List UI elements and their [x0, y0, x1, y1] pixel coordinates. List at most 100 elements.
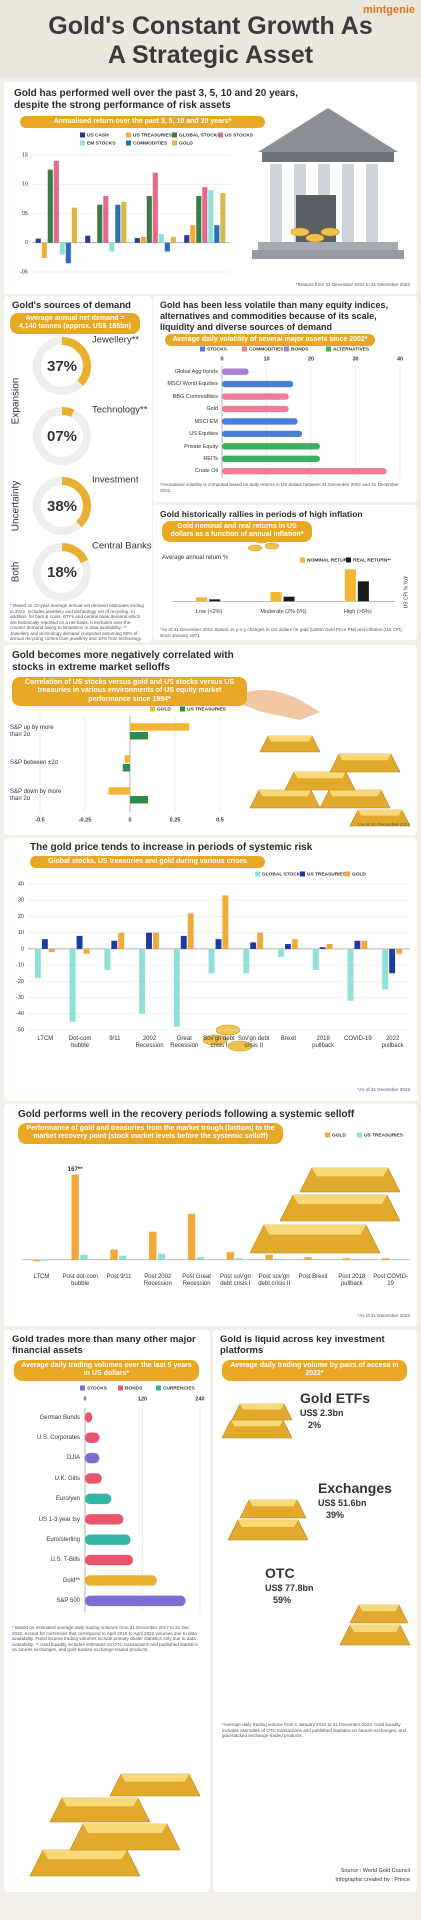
legend-swatch — [300, 871, 305, 877]
bar — [347, 948, 354, 1001]
bar — [250, 942, 257, 949]
x-tick-label: Dot-com bubble — [68, 1036, 92, 1050]
card — [4, 1330, 210, 1892]
legend-swatch — [80, 132, 85, 138]
bar — [85, 1554, 133, 1566]
bar — [357, 581, 369, 602]
bar — [146, 932, 152, 949]
source: Source : World Gold Council — [340, 1868, 410, 1874]
platform-name: Gold ETFs — [300, 1390, 370, 1406]
y-tick-label: Gold — [206, 406, 218, 413]
y-tick-label: S&P between ±2σ — [10, 760, 59, 767]
y-tick-label: U.S. Corporates — [36, 1435, 80, 1441]
legend-label: REAL RETURN** — [353, 557, 391, 563]
bar — [382, 948, 389, 990]
bar — [270, 592, 282, 602]
donut-arc — [33, 337, 91, 395]
bar — [139, 948, 146, 1014]
x-tick-label: Great Recession — [170, 1036, 199, 1050]
chart-title: Gold performs well in the recovery perio… — [18, 1109, 355, 1120]
bar — [91, 242, 97, 243]
footnote: * Based on 10-year average annual net de… — [10, 603, 144, 641]
bar — [130, 723, 190, 731]
donut-arc — [33, 407, 91, 465]
y-tick-label: -30 — [16, 995, 24, 1001]
bar — [187, 1213, 196, 1260]
value-label: 18% — [47, 564, 77, 581]
x-tick-label: Post COVID-19 — [373, 1274, 408, 1288]
illustration — [294, 772, 346, 779]
legend-swatch — [346, 557, 351, 563]
credit: Infographic created by : Prince — [335, 1877, 410, 1883]
illustration — [259, 790, 311, 797]
illustration — [270, 164, 282, 242]
y-tick-label: -50 — [16, 1027, 24, 1033]
illustration — [366, 164, 378, 242]
bar — [152, 172, 158, 243]
bar — [222, 380, 294, 388]
x-tick-label: LTCM — [33, 1274, 50, 1280]
bar — [71, 1174, 79, 1260]
bar — [158, 233, 164, 243]
bar — [124, 755, 130, 763]
legend-swatch — [126, 140, 131, 146]
bar — [71, 207, 77, 243]
bar — [257, 932, 264, 949]
x-tick-label: -0.25 — [79, 817, 92, 823]
legend-swatch — [326, 346, 331, 352]
legend-swatch — [126, 132, 131, 138]
x-tick-label: Brexit — [280, 1036, 297, 1042]
brand: mintgenie — [363, 4, 415, 16]
bar — [34, 948, 41, 979]
group-label: Expansion — [11, 378, 22, 425]
bar — [361, 940, 368, 949]
illustration — [249, 1500, 297, 1507]
illustration — [252, 250, 404, 259]
card — [4, 1104, 417, 1326]
legend-label: EM STOCKS — [87, 140, 116, 146]
y-tick-label: 30 — [18, 898, 24, 904]
illustration — [339, 754, 391, 761]
x-tick-label: 20 — [308, 356, 314, 362]
chart-subtitle: Annualised return over the past 3, 5, 10… — [20, 116, 265, 129]
bar — [351, 1258, 360, 1260]
y-tick-label: BBG Commodities — [172, 393, 218, 400]
legend-label: GOLD — [332, 1132, 346, 1138]
footnote: *Returns from 31 December 2022 to 31 Dec… — [295, 282, 410, 287]
platform-name: OTC — [265, 1565, 295, 1581]
legend-label: BONDS — [125, 1385, 143, 1391]
bar — [85, 1432, 100, 1443]
y-tick-label: U.K. Gilts — [54, 1475, 80, 1482]
bar — [220, 193, 226, 243]
page-title: Gold's Constant Growth As A Strategic As… — [48, 12, 373, 69]
value-label: 07% — [47, 428, 77, 445]
value-label: 167** — [68, 1167, 83, 1173]
bar — [35, 238, 41, 243]
bar — [146, 195, 152, 243]
y-tick-label: 0 — [21, 946, 24, 952]
y-tick-label: German Bunds — [39, 1414, 80, 1421]
bar — [80, 1254, 88, 1260]
bar — [214, 225, 220, 243]
x-tick-label: High (>5%) — [343, 609, 372, 615]
bar — [344, 569, 356, 602]
bar — [32, 1259, 41, 1262]
bar — [390, 1259, 399, 1260]
legend-label: COMMODITIES — [133, 140, 168, 146]
bar — [85, 1452, 100, 1464]
x-tick-label: 2002 Recession — [135, 1036, 164, 1050]
y-tick-label: -40 — [16, 1011, 24, 1017]
category-label: Technology** — [92, 405, 148, 416]
bar — [85, 1493, 112, 1505]
legend-swatch — [150, 706, 155, 712]
value-label: 38% — [47, 498, 77, 515]
chart-subtitle: Average daily trading volume by pairs of… — [222, 1360, 407, 1381]
group-label: Uncertainty — [11, 481, 22, 532]
y-tick-label: REITs — [203, 456, 218, 463]
illustration — [227, 1040, 253, 1052]
bar — [215, 939, 222, 949]
bar — [396, 948, 403, 954]
illustration — [262, 152, 394, 162]
chart-title: Gold is liquid across key investment pla… — [220, 1334, 385, 1357]
bar — [85, 1595, 186, 1607]
